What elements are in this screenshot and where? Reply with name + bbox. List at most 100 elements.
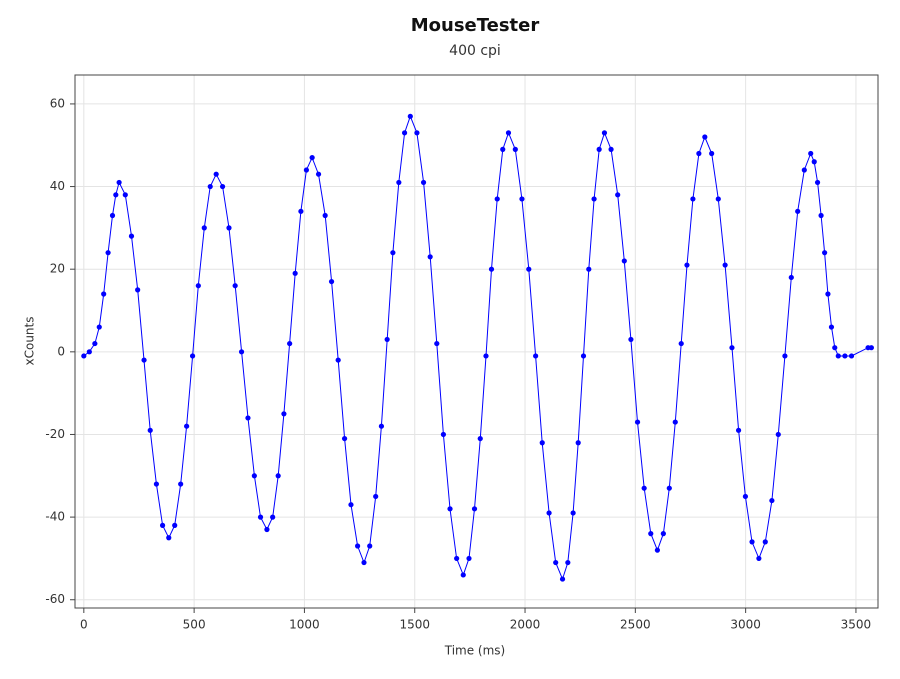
point bbox=[122, 192, 128, 198]
point bbox=[407, 113, 413, 119]
point bbox=[801, 167, 807, 173]
point bbox=[109, 212, 116, 219]
point bbox=[762, 539, 768, 545]
point bbox=[401, 130, 408, 136]
point bbox=[775, 431, 781, 438]
point bbox=[570, 510, 576, 516]
point bbox=[539, 440, 545, 446]
point bbox=[591, 196, 597, 202]
point bbox=[835, 353, 841, 359]
point bbox=[270, 514, 276, 520]
point bbox=[178, 481, 184, 487]
point bbox=[328, 278, 335, 285]
y-axis-label: xCounts bbox=[23, 317, 37, 366]
point bbox=[868, 345, 874, 351]
point bbox=[690, 196, 696, 202]
point bbox=[769, 497, 775, 504]
point bbox=[396, 179, 402, 186]
point bbox=[373, 493, 379, 500]
point bbox=[378, 423, 385, 429]
point bbox=[348, 502, 354, 508]
point bbox=[621, 258, 627, 264]
point bbox=[818, 212, 824, 219]
x-tick-label: 0 bbox=[80, 618, 88, 632]
point bbox=[565, 559, 571, 566]
point bbox=[494, 196, 500, 202]
point bbox=[238, 349, 245, 355]
y-tick-label: 20 bbox=[50, 262, 65, 276]
point bbox=[207, 183, 213, 190]
point bbox=[116, 179, 122, 186]
point bbox=[842, 353, 848, 359]
point bbox=[660, 531, 666, 537]
point bbox=[195, 283, 201, 289]
point bbox=[201, 225, 207, 231]
y-tick-label: -40 bbox=[45, 510, 65, 524]
point bbox=[808, 150, 814, 157]
x-tick-label: 3000 bbox=[730, 618, 761, 632]
point bbox=[135, 287, 141, 293]
point bbox=[832, 345, 838, 351]
point bbox=[533, 353, 539, 359]
point bbox=[742, 493, 749, 500]
point bbox=[615, 192, 621, 198]
point bbox=[526, 266, 532, 272]
point bbox=[483, 353, 489, 359]
point bbox=[825, 291, 831, 297]
point bbox=[546, 510, 552, 516]
x-tick-label: 1000 bbox=[289, 618, 320, 632]
x-tick-label: 2000 bbox=[510, 618, 541, 632]
point bbox=[189, 353, 196, 359]
point bbox=[172, 522, 178, 528]
point bbox=[166, 535, 172, 541]
point bbox=[654, 547, 660, 553]
point bbox=[672, 419, 678, 425]
point bbox=[477, 435, 483, 442]
point bbox=[702, 134, 708, 140]
point bbox=[512, 146, 518, 152]
point bbox=[586, 266, 592, 272]
point bbox=[678, 340, 684, 347]
point bbox=[696, 150, 702, 157]
point bbox=[488, 266, 495, 272]
point bbox=[390, 250, 396, 256]
point bbox=[559, 576, 566, 582]
point bbox=[848, 353, 855, 359]
point bbox=[367, 543, 373, 549]
point bbox=[814, 179, 821, 186]
point bbox=[147, 427, 153, 433]
point bbox=[213, 171, 219, 177]
point bbox=[105, 250, 111, 256]
point bbox=[113, 192, 119, 198]
point bbox=[335, 357, 341, 363]
x-tick-label: 2500 bbox=[620, 618, 651, 632]
plot-frame bbox=[74, 74, 879, 609]
point bbox=[795, 208, 801, 214]
chart-title: MouseTester bbox=[411, 15, 540, 36]
x-tick-label: 500 bbox=[183, 618, 206, 632]
point bbox=[434, 340, 440, 347]
point bbox=[153, 481, 160, 487]
point bbox=[648, 531, 654, 537]
point bbox=[298, 208, 304, 214]
point bbox=[519, 196, 525, 202]
point bbox=[782, 353, 788, 359]
point bbox=[466, 555, 472, 562]
point bbox=[666, 485, 672, 491]
point bbox=[505, 130, 512, 136]
point bbox=[553, 559, 559, 566]
point bbox=[219, 183, 226, 190]
point bbox=[575, 440, 581, 446]
point bbox=[420, 179, 427, 186]
chart-subtitle: 400 cpi bbox=[449, 43, 501, 59]
point bbox=[601, 130, 608, 136]
point bbox=[86, 349, 92, 355]
x-axis-label: Time (ms) bbox=[444, 644, 506, 658]
x-tick-label: 1500 bbox=[399, 618, 430, 632]
point bbox=[275, 473, 281, 479]
point bbox=[245, 415, 251, 421]
point bbox=[454, 555, 460, 562]
point bbox=[722, 262, 728, 268]
